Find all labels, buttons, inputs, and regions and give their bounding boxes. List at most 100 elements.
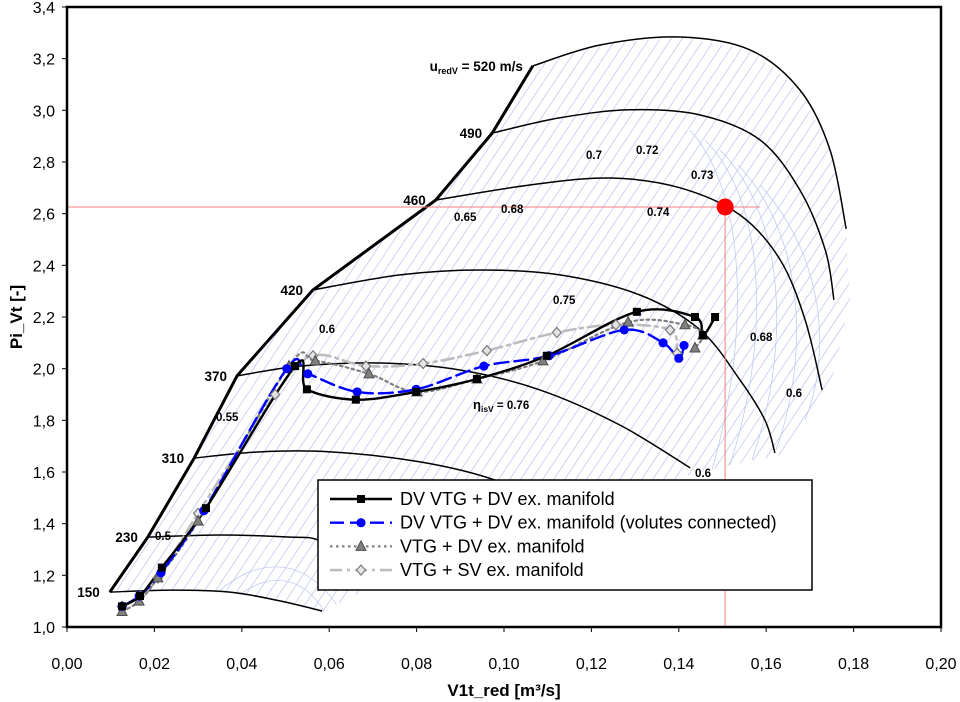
efficiency-label: 0.68 <box>750 332 773 344</box>
y-tick-label: 2,2 <box>33 310 55 327</box>
speed-label-370: 370 <box>204 369 227 384</box>
series-1-point <box>291 362 300 371</box>
series-4-point <box>664 324 676 336</box>
y-tick-label: 1,0 <box>33 620 55 637</box>
series-2-point <box>619 325 629 335</box>
x-tick-label: 0,20 <box>925 656 956 673</box>
series-1-point <box>698 331 707 340</box>
series-2-line <box>120 328 686 608</box>
series-1-point <box>157 563 166 572</box>
efficiency-label: 0.7 <box>586 150 602 162</box>
x-tick-label: 0,00 <box>51 656 82 673</box>
x-tick-label: 0,16 <box>751 656 782 673</box>
series-1-point <box>201 504 210 513</box>
efficiency-contour-curve <box>704 139 758 466</box>
series-1-point <box>118 602 127 611</box>
series-1-point <box>302 385 311 394</box>
x-tick-label: 0,12 <box>576 656 607 673</box>
legend-marker-2 <box>356 518 366 528</box>
efficiency-label: 0.6 <box>786 388 802 400</box>
efficiency-label: 0.72 <box>636 145 658 157</box>
y-tick-label: 2,0 <box>33 362 55 379</box>
efficiency-label: 0.73 <box>691 170 713 182</box>
x-tick-label: 0,14 <box>663 656 694 673</box>
efficiency-label: 0.5 <box>155 531 172 543</box>
y-tick-label: 1,8 <box>33 413 55 430</box>
legend: DV VTG + DV ex. manifold DV VTG + DV ex. … <box>317 479 813 591</box>
legend-marker-3 <box>355 539 367 551</box>
speed-line-150 <box>109 589 323 612</box>
speed-line-420 <box>312 269 776 454</box>
series-2-point <box>658 338 668 348</box>
series-3-point <box>309 354 322 366</box>
series-3-point <box>679 318 691 330</box>
y-axis-title: Pi_Vt [-] <box>7 285 26 349</box>
axes: 0,00 0,02 0,04 0,06 0,08 0,10 0,12 0,14 0,16 0,18… <box>33 0 957 673</box>
map-labels: 150 230 310 370 420 460 490 uredV = 520 m/s 0.5 0… <box>77 59 802 600</box>
legend-label-4: VTG + SV ex. manifold <box>400 560 584 580</box>
y-tick-label: 1,2 <box>33 568 55 585</box>
series-2-point <box>674 353 684 363</box>
speed-label-subscript: redV <box>438 66 458 76</box>
efficiency-contour-curve <box>737 164 798 451</box>
series-2-point <box>282 364 292 374</box>
speed-label-490: 490 <box>460 126 483 141</box>
series-4-point <box>360 360 372 372</box>
legend-label-3: VTG + DV ex. manifold <box>400 536 585 556</box>
speed-label-310: 310 <box>162 451 185 466</box>
series-2-point <box>303 369 313 379</box>
series-4-point <box>551 326 563 339</box>
series-1-point <box>632 307 641 316</box>
efficiency-symbol: η <box>473 397 481 412</box>
x-tick-label: 0,06 <box>314 656 345 673</box>
legend-marker-1 <box>357 495 365 503</box>
efficiency-label: 0.74 <box>647 207 670 219</box>
legend-box <box>317 479 813 591</box>
legend-label-2: DV VTG + DV ex. manifold (volutes connec… <box>400 513 777 533</box>
series-4-point <box>269 388 281 401</box>
efficiency-label: 0.75 <box>553 295 576 307</box>
efficiency-label: 0.6 <box>319 324 335 336</box>
series-1-point <box>135 592 144 600</box>
series-1-point <box>351 395 360 404</box>
series-4-point <box>610 318 622 331</box>
series-4-point <box>481 344 493 357</box>
speed-label-520: uredV = 520 m/s <box>430 59 523 76</box>
speed-label-value: 520 <box>473 59 496 74</box>
series-1-point <box>472 375 481 383</box>
efficiency-label: 0.6 <box>695 468 711 480</box>
y-tick-label: 3,0 <box>33 103 55 120</box>
speed-label-symbol: u <box>430 59 438 74</box>
series-3-point <box>689 341 701 353</box>
y-tick-label: 3,4 <box>33 0 55 17</box>
x-tick-label: 0,04 <box>226 656 257 673</box>
speed-line-460 <box>435 177 823 391</box>
efficiency-label: 0.55 <box>216 412 239 424</box>
x-tick-label: 0,18 <box>838 656 869 673</box>
series-3-point <box>622 315 634 327</box>
plot-frame <box>65 5 943 629</box>
measured-series <box>116 198 734 616</box>
speed-line-490 <box>492 108 835 301</box>
efficiency-contour-curve <box>759 184 821 421</box>
x-axis-title: V1t_red [m³/s] <box>447 681 560 700</box>
y-tick-label: 2,4 <box>33 258 55 275</box>
y-tick-label: 1,6 <box>33 465 55 482</box>
efficiency-label: 0.68 <box>501 204 524 216</box>
speed-line-520 <box>532 36 847 230</box>
series-3-point <box>363 367 375 379</box>
series-2-point <box>479 361 489 371</box>
series-1-point <box>542 351 551 360</box>
speed-label-equals: = <box>458 59 473 74</box>
speed-label-460: 460 <box>403 193 426 208</box>
y-tick-label: 2,6 <box>33 207 55 224</box>
series-1-point <box>711 313 720 321</box>
series-3-point <box>537 354 549 366</box>
series-3-point <box>192 514 204 526</box>
speed-label-420: 420 <box>280 283 303 298</box>
speed-lines <box>108 36 847 612</box>
efficiency-label: 0.65 <box>454 212 477 224</box>
x-tick-label: 0,10 <box>488 656 519 673</box>
series-4-point <box>417 357 429 370</box>
